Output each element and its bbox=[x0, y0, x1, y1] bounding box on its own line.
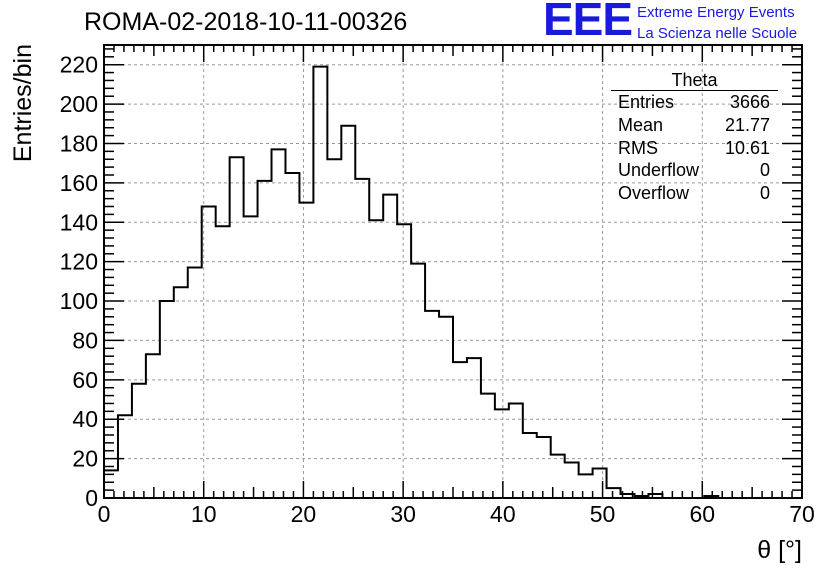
axis-ticks bbox=[103, 45, 803, 499]
stats-label: Mean bbox=[618, 114, 664, 135]
stats-row: RMS 10.61 bbox=[611, 137, 778, 160]
stats-value: 0 bbox=[759, 183, 770, 204]
y-tick-label: 180 bbox=[60, 130, 98, 156]
x-tick-label: 70 bbox=[789, 501, 815, 527]
x-tick-label: 40 bbox=[490, 501, 516, 527]
stats-value: 3666 bbox=[729, 92, 770, 112]
y-tick-label: 80 bbox=[72, 327, 98, 353]
y-tick-label: 100 bbox=[60, 288, 98, 314]
x-tick-label: 30 bbox=[390, 501, 416, 527]
x-axis-label: θ [°] bbox=[757, 536, 802, 564]
stats-row: Mean 21.77 bbox=[611, 114, 778, 137]
logo-text-line-1: Extreme Energy Events bbox=[637, 4, 795, 21]
stats-value: 0 bbox=[759, 160, 770, 181]
y-axis-label: Entries/bin bbox=[9, 44, 37, 162]
y-tick-label: 200 bbox=[60, 91, 98, 117]
stats-label: RMS bbox=[618, 137, 658, 158]
y-tick-labels: 0 20 40 60 80 100 120 140 160 180 200 220 bbox=[60, 52, 98, 511]
x-tick-labels: 0 10 20 30 40 50 60 70 bbox=[98, 501, 815, 527]
histogram-outline bbox=[103, 65, 802, 499]
stats-value: 10.61 bbox=[724, 137, 770, 158]
y-tick-label: 120 bbox=[60, 249, 98, 275]
stats-title: Theta bbox=[611, 70, 778, 91]
y-tick-label: 40 bbox=[72, 406, 98, 432]
x-tick-label: 20 bbox=[291, 501, 317, 527]
stats-row: Overflow 0 bbox=[611, 182, 778, 205]
stats-row: Underflow 0 bbox=[611, 159, 778, 182]
y-tick-label: 0 bbox=[85, 485, 98, 511]
x-tick-label: 60 bbox=[689, 501, 715, 527]
y-tick-label: 140 bbox=[60, 209, 98, 235]
y-tick-label: 220 bbox=[60, 52, 98, 78]
stats-label: Overflow bbox=[618, 183, 690, 204]
stats-value: 21.77 bbox=[724, 114, 770, 135]
logo-text-line-2: La Scienza nelle Scuole bbox=[637, 25, 798, 42]
x-tick-label: 10 bbox=[191, 501, 217, 527]
y-tick-label: 160 bbox=[60, 170, 98, 196]
x-tick-label: 0 bbox=[98, 501, 111, 527]
y-tick-label: 60 bbox=[72, 367, 98, 393]
chart-title: ROMA-02-2018-10-11-00326 bbox=[84, 8, 408, 36]
stats-label: Underflow bbox=[618, 160, 700, 181]
y-tick-label: 20 bbox=[72, 446, 98, 472]
stats-row: Entries 3666 bbox=[611, 91, 778, 114]
x-tick-label: 50 bbox=[590, 501, 616, 527]
stats-label: Entries bbox=[618, 92, 675, 112]
eee-logo: EEE bbox=[543, 0, 633, 45]
stats-box: Theta Entries 3666 Mean 21.77 RMS 10.61 … bbox=[611, 70, 778, 205]
